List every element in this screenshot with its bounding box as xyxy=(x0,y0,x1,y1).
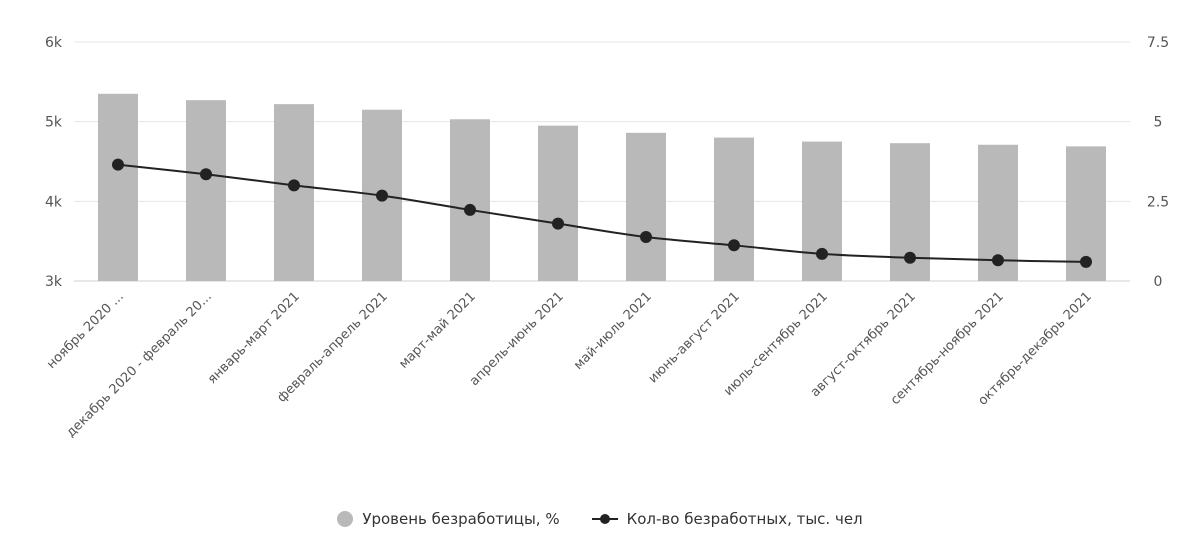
legend-swatch-bars xyxy=(337,511,354,527)
category-label: апрель-июнь 2021 xyxy=(467,289,567,389)
right-tick-label: 5 xyxy=(1154,115,1163,131)
right-tick-label: 7.5 xyxy=(1147,35,1169,51)
line-point xyxy=(200,168,212,181)
right-tick-label: 0 xyxy=(1154,274,1163,290)
line-point xyxy=(816,247,828,260)
line-point xyxy=(552,217,564,230)
line-point xyxy=(1080,255,1092,268)
right-axis-ticks: 0 2.5 5 7.5 xyxy=(1147,35,1169,290)
left-tick-label: 3k xyxy=(45,274,63,290)
line-point xyxy=(992,254,1004,267)
line-point xyxy=(904,251,916,264)
line-point xyxy=(376,189,388,202)
combo-chart: 3k 4k 5k 6k 0 2.5 5 7.5 ноябрь 2020 ...декабрь… xyxy=(44,35,1169,441)
category-label: ноябрь 2020 ... xyxy=(44,289,127,372)
line-point xyxy=(640,231,652,244)
left-axis-ticks: 3k 4k 5k 6k xyxy=(45,35,63,290)
legend-item-bars[interactable]: Уровень безработицы, % xyxy=(337,510,560,528)
bar xyxy=(450,119,490,281)
left-tick-label: 6k xyxy=(45,35,63,51)
series-line xyxy=(117,163,1087,263)
category-label: декабрь 2020 - февраль 20... xyxy=(64,289,215,440)
category-label: май-июль 2021 xyxy=(571,289,655,373)
bar xyxy=(714,137,754,281)
bar xyxy=(626,132,666,281)
line-point xyxy=(728,239,740,252)
bar xyxy=(538,125,578,282)
category-labels: ноябрь 2020 ...декабрь 2020 - февраль 20… xyxy=(44,289,1095,440)
legend-label-bars: Уровень безработицы, % xyxy=(362,510,560,528)
grid-lines xyxy=(74,41,1130,282)
legend-label-line: Кол-во безработных, тыс. чел xyxy=(626,510,863,528)
category-label: март-май 2021 xyxy=(396,289,479,372)
legend-swatch-line xyxy=(591,513,618,525)
line-point xyxy=(464,203,476,216)
left-tick-label: 4k xyxy=(45,194,63,210)
legend-item-line[interactable]: Кол-во безработных, тыс. чел xyxy=(591,510,863,528)
category-label: июнь-август 2021 xyxy=(646,289,743,386)
bar xyxy=(802,141,842,281)
bar xyxy=(274,104,314,281)
line-series xyxy=(112,158,1092,268)
bar xyxy=(186,100,226,281)
category-label: январь-март 2021 xyxy=(205,289,303,387)
line-point xyxy=(288,179,300,192)
right-tick-label: 2.5 xyxy=(1147,194,1169,210)
bar xyxy=(98,93,138,282)
left-tick-label: 5k xyxy=(45,115,63,131)
line-point xyxy=(112,158,124,171)
legend: Уровень безработицы, % Кол-во безработны… xyxy=(0,508,1200,530)
